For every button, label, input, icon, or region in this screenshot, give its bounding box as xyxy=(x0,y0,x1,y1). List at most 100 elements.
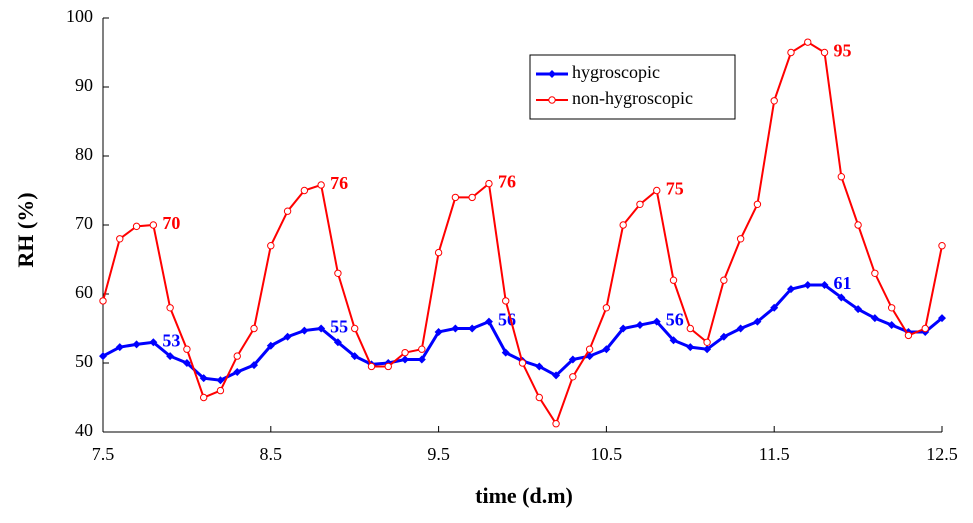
marker xyxy=(820,48,829,57)
marker xyxy=(300,326,309,335)
marker xyxy=(149,338,158,347)
legend-label: non-hygroscopic xyxy=(572,88,693,108)
y-tick-label: 100 xyxy=(66,6,93,26)
marker xyxy=(300,186,309,195)
x-axis-label: time (d.m) xyxy=(475,483,573,508)
marker xyxy=(216,386,225,395)
legend-marker xyxy=(548,96,556,104)
marker xyxy=(535,362,544,371)
marker xyxy=(938,314,946,323)
marker xyxy=(283,332,292,341)
x-tick-label: 11.5 xyxy=(759,444,790,464)
marker xyxy=(501,348,510,357)
marker xyxy=(602,345,611,354)
marker xyxy=(636,200,644,209)
marker xyxy=(149,221,158,229)
marker xyxy=(367,362,376,371)
marker xyxy=(720,276,728,284)
marker xyxy=(468,324,477,333)
x-tick-label: 12.5 xyxy=(926,444,958,464)
x-tick-label: 9.5 xyxy=(427,444,450,464)
marker xyxy=(686,343,695,352)
marker xyxy=(837,293,846,302)
marker xyxy=(401,348,409,357)
marker xyxy=(921,324,929,333)
marker xyxy=(870,314,879,323)
marker xyxy=(485,179,493,188)
y-tick-label: 70 xyxy=(75,213,93,233)
marker xyxy=(535,393,543,402)
marker xyxy=(569,373,577,381)
marker xyxy=(418,345,426,353)
data-label: 70 xyxy=(162,213,180,233)
marker xyxy=(753,200,762,209)
marker xyxy=(216,376,225,385)
marker xyxy=(837,173,846,181)
legend-box xyxy=(529,54,736,120)
marker xyxy=(468,193,476,202)
marker xyxy=(199,374,208,383)
marker xyxy=(719,332,728,341)
marker xyxy=(854,221,862,229)
marker xyxy=(669,336,678,345)
x-tick-label: 7.5 xyxy=(92,444,115,464)
x-tick-label: 10.5 xyxy=(591,444,623,464)
marker xyxy=(99,297,107,305)
marker xyxy=(451,324,460,333)
marker xyxy=(854,305,863,314)
marker xyxy=(250,361,259,370)
marker xyxy=(652,317,661,326)
marker xyxy=(820,281,829,290)
legend-marker xyxy=(548,70,556,78)
marker xyxy=(786,285,795,294)
marker xyxy=(266,341,275,350)
marker xyxy=(99,352,107,361)
y-tick-label: 40 xyxy=(75,420,93,440)
marker xyxy=(199,393,208,402)
marker xyxy=(250,324,258,333)
marker xyxy=(904,331,913,340)
marker xyxy=(384,362,392,371)
data-label: 56 xyxy=(666,310,684,330)
marker xyxy=(317,324,326,333)
marker xyxy=(803,281,812,290)
marker xyxy=(552,420,560,428)
marker xyxy=(770,97,778,105)
marker xyxy=(351,324,359,333)
marker xyxy=(502,297,510,305)
marker xyxy=(585,345,594,353)
marker xyxy=(619,221,627,229)
marker xyxy=(132,340,141,349)
x-tick-label: 8.5 xyxy=(260,444,283,464)
marker xyxy=(568,355,577,364)
marker xyxy=(166,352,175,361)
marker xyxy=(233,367,242,376)
marker xyxy=(333,338,342,347)
marker xyxy=(267,242,275,250)
marker xyxy=(887,321,896,330)
marker xyxy=(804,38,812,46)
marker xyxy=(317,181,325,189)
y-axis-label: RH (%) xyxy=(13,192,38,267)
marker xyxy=(434,327,443,336)
marker xyxy=(619,324,628,333)
data-label: 53 xyxy=(162,330,180,350)
marker xyxy=(132,222,141,231)
marker xyxy=(669,276,678,284)
marker xyxy=(787,48,795,57)
marker xyxy=(938,242,946,250)
marker xyxy=(434,248,443,257)
data-label: 76 xyxy=(498,172,516,192)
marker xyxy=(283,207,292,215)
marker xyxy=(770,303,779,312)
marker xyxy=(736,235,745,243)
y-tick-label: 80 xyxy=(75,144,93,164)
marker xyxy=(552,371,561,380)
marker xyxy=(233,352,241,360)
legend-label: hygroscopic xyxy=(572,62,660,82)
marker xyxy=(417,355,426,364)
marker xyxy=(166,304,174,312)
data-label: 55 xyxy=(330,317,348,337)
marker xyxy=(635,321,644,330)
